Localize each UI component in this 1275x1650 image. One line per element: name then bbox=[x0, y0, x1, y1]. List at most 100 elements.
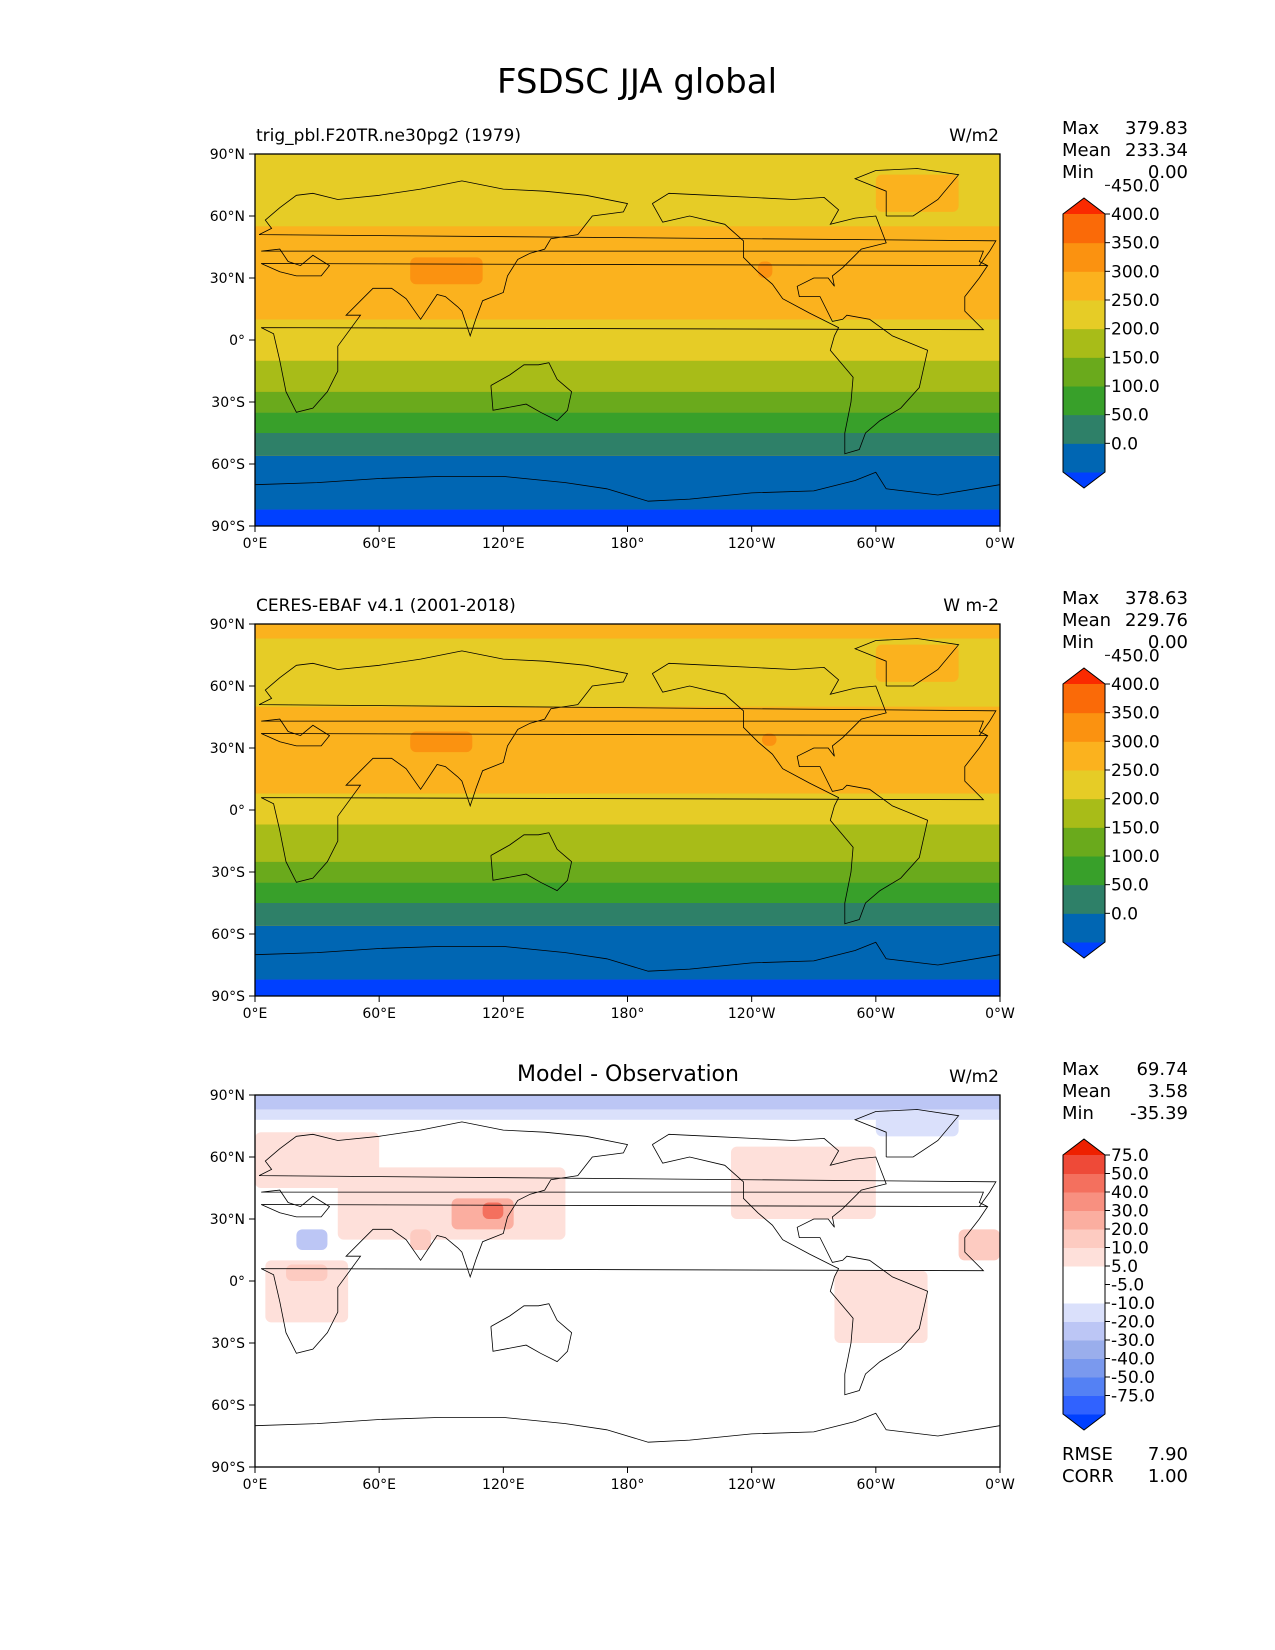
coastline bbox=[854, 1109, 960, 1158]
zonal-band bbox=[255, 706, 1000, 794]
colorbar-tick-label: 50.0 bbox=[1111, 1165, 1149, 1185]
colorbar-bin bbox=[1063, 271, 1105, 301]
x-tick-label: 0°W bbox=[985, 536, 1015, 552]
colorbar-tick-label: 50.0 bbox=[1111, 406, 1149, 426]
coastline bbox=[258, 1121, 997, 1354]
colorbar-bin bbox=[1063, 798, 1105, 828]
mean-value-1: 233.34 bbox=[1125, 140, 1188, 161]
coastline bbox=[651, 192, 929, 455]
x-tick-label: 120°W bbox=[728, 1477, 776, 1493]
rmse-value: 7.90 bbox=[1148, 1444, 1188, 1465]
coastlines-3 bbox=[254, 1109, 1000, 1443]
colorbar-max-extension bbox=[1063, 1139, 1105, 1155]
min-label-2: Min bbox=[1062, 632, 1094, 653]
max-value-1: 379.83 bbox=[1125, 118, 1188, 139]
coastline bbox=[854, 638, 960, 687]
colorbar-bin bbox=[1063, 1340, 1105, 1359]
colorbar-bin bbox=[1063, 1303, 1105, 1322]
x-tick-label: 60°E bbox=[362, 1006, 396, 1022]
colorbar-3: -75.0-50.0-40.0-30.0-20.0-10.0-5.05.010.… bbox=[1062, 1138, 1155, 1431]
coastline bbox=[854, 168, 960, 217]
field-anomaly bbox=[875, 1115, 959, 1137]
colorbar-bin bbox=[1063, 913, 1105, 943]
y-tick-label: 0° bbox=[229, 1274, 245, 1290]
field-anomaly bbox=[410, 731, 473, 753]
y-tick-label: 90°N bbox=[210, 617, 245, 633]
units-label-3: W/m2 bbox=[949, 1067, 999, 1087]
colorbar-bin bbox=[1063, 1266, 1105, 1285]
y-tick-label: 60°S bbox=[211, 927, 245, 943]
colorbar-tick-label: -40.0 bbox=[1111, 1350, 1155, 1370]
coastlines-1 bbox=[254, 168, 1000, 502]
x-axis-2: 0°E 60°E 120°E 180° 120°W 60°W 0°W bbox=[243, 996, 1015, 1022]
min-value-2: 0.00 bbox=[1148, 632, 1188, 653]
field-anomaly bbox=[286, 1264, 328, 1281]
max-label-2: Max bbox=[1062, 588, 1100, 609]
zonal-band bbox=[255, 226, 1000, 320]
colorbar-1: 0.0 50.0 100.0 150.0 200.0 250.0 300.0 350.0 400… bbox=[1062, 176, 1160, 489]
x-axis-1: 0°E 60°E 120°E 180° 120°W 60°W 0°W bbox=[243, 526, 1015, 552]
zonal-band bbox=[255, 319, 1000, 361]
min-value-1: 0.00 bbox=[1148, 162, 1188, 183]
colorbar-bin bbox=[1063, 1377, 1105, 1396]
zonal-band bbox=[255, 824, 1000, 862]
y-tick-label: 30°S bbox=[211, 1336, 245, 1352]
x-tick-label: 0°E bbox=[243, 1006, 268, 1022]
colorbar-tick-label: 40.0 bbox=[1111, 1183, 1149, 1203]
colorbar-2: 0.0 50.0 100.0 150.0 200.0 250.0 300.0 350.0 400… bbox=[1062, 646, 1160, 959]
max-value-3: 69.74 bbox=[1136, 1059, 1188, 1080]
x-tick-label: 120°E bbox=[482, 1006, 525, 1022]
colorbar-tick-label: -30.0 bbox=[1111, 1331, 1155, 1351]
zonal-band bbox=[255, 360, 1000, 392]
figure-title: FSDSC JJA global bbox=[497, 62, 777, 102]
panel-title-1: trig_pbl.F20TR.ne30pg2 (1979) bbox=[256, 126, 521, 146]
colorbar-bin bbox=[1063, 827, 1105, 857]
min-label-3: Min bbox=[1062, 1103, 1094, 1124]
colorbar-tick-label: -75.0 bbox=[1111, 1387, 1155, 1407]
colorbar-bin bbox=[1063, 770, 1105, 800]
colorbar-bin bbox=[1063, 884, 1105, 914]
stats-3: Max 69.74 Mean 3.58 Min -35.39 RMSE 7.90… bbox=[1062, 1059, 1188, 1487]
colorbar-bin bbox=[1063, 357, 1105, 387]
x-tick-label: 60°E bbox=[362, 1477, 396, 1493]
colorbar-bin bbox=[1063, 1284, 1105, 1304]
field-anomaly bbox=[875, 644, 959, 682]
colorbar-bin bbox=[1063, 386, 1105, 416]
y-axis-3: 90°N 60°N 30°N 0° 30°S 60°S 90°S bbox=[210, 1088, 255, 1476]
y-tick-label: 60°N bbox=[210, 679, 245, 695]
zonal-band bbox=[255, 391, 1000, 413]
y-tick-label: 60°N bbox=[210, 1150, 245, 1166]
field-anomaly bbox=[757, 261, 773, 278]
colorbar-tick-label: 450.0 bbox=[1111, 646, 1160, 666]
y-tick-label: 60°N bbox=[210, 209, 245, 225]
mean-value-3: 3.58 bbox=[1148, 1081, 1188, 1102]
x-tick-label: 120°E bbox=[482, 1477, 525, 1493]
colorbar-bin bbox=[1063, 414, 1105, 444]
coastline bbox=[490, 832, 573, 892]
colorbar-tick-label: 250.0 bbox=[1111, 761, 1160, 781]
field-anomaly bbox=[451, 1198, 514, 1230]
map-field-2 bbox=[255, 624, 1000, 996]
coastline bbox=[651, 1133, 929, 1396]
y-tick-label: 30°N bbox=[210, 271, 245, 287]
zonal-band bbox=[255, 882, 1000, 903]
zonal-band bbox=[255, 903, 1000, 926]
colorbar-tick-label: 150.0 bbox=[1111, 818, 1160, 838]
x-tick-label: 180° bbox=[611, 1477, 645, 1493]
y-axis-1: 90°N 60°N 30°N 0° 30°S 60°S 90°S bbox=[210, 147, 255, 535]
mean-label-1: Mean bbox=[1062, 140, 1111, 161]
map-field-1 bbox=[255, 154, 1000, 526]
field-anomaly bbox=[730, 1146, 876, 1219]
y-tick-label: 0° bbox=[229, 803, 245, 819]
colorbar-bin bbox=[1063, 242, 1105, 272]
zonal-band bbox=[255, 433, 1000, 456]
colorbar-bin bbox=[1063, 1155, 1105, 1174]
x-tick-label: 60°W bbox=[856, 536, 895, 552]
max-label-1: Max bbox=[1062, 118, 1100, 139]
zonal-band bbox=[255, 412, 1000, 433]
colorbar-tick-label: -50.0 bbox=[1111, 1368, 1155, 1388]
y-tick-label: 30°S bbox=[211, 395, 245, 411]
colorbar-tick-label: 100.0 bbox=[1111, 847, 1160, 867]
colorbar-bin bbox=[1063, 1395, 1105, 1415]
colorbar-outline bbox=[1062, 1138, 1106, 1431]
